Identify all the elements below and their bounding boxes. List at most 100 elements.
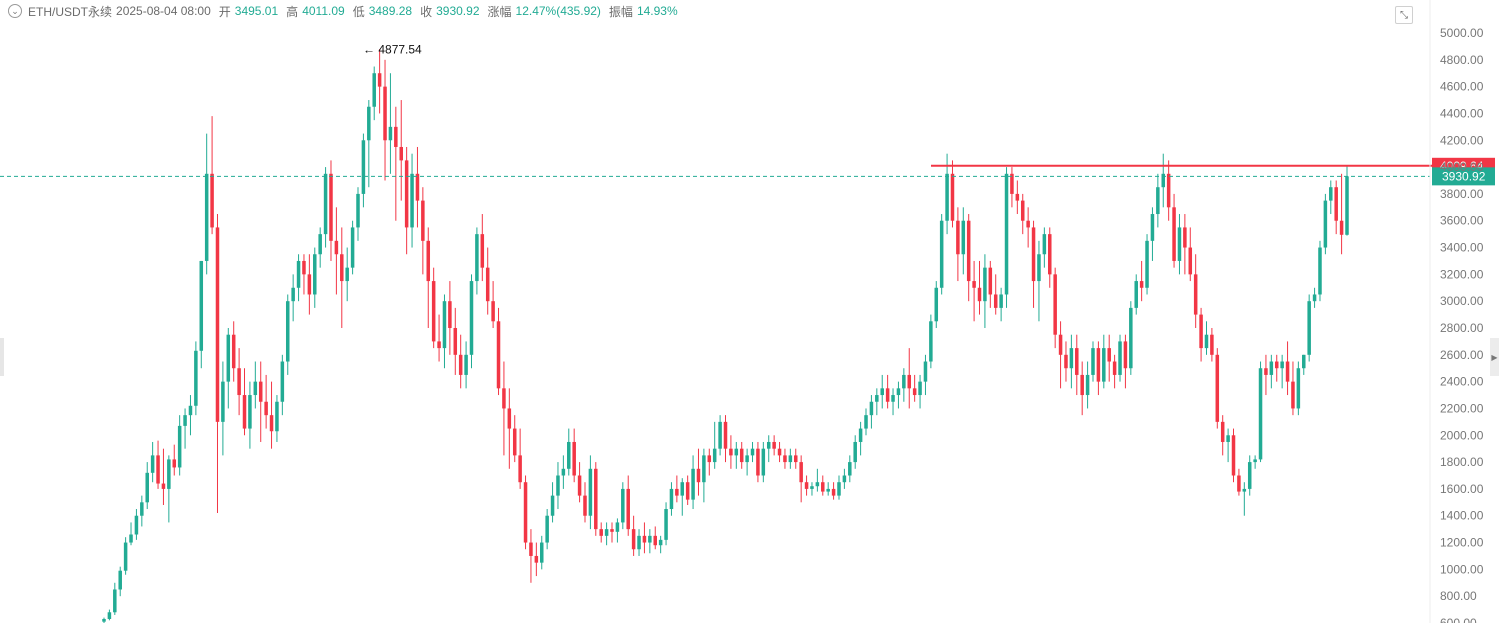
candle-body xyxy=(350,227,355,268)
candle xyxy=(221,361,225,456)
candle xyxy=(880,374,884,409)
candle-body xyxy=(891,395,895,402)
candle-body xyxy=(675,488,679,496)
candle-body xyxy=(1048,234,1052,275)
candle xyxy=(1193,254,1198,328)
candle-body xyxy=(1102,348,1106,382)
candle-body xyxy=(848,462,852,476)
candle-body xyxy=(588,468,593,516)
candle-body xyxy=(718,421,722,449)
candle-body xyxy=(745,455,749,463)
change-value: 12.47%(435.92) xyxy=(515,4,601,18)
candle-body xyxy=(496,321,501,389)
y-tick-label: 2800.00 xyxy=(1440,321,1484,335)
price-axis[interactable]: 5000.00 4800.00 4600.00 4400.00 4200.00 4000.… xyxy=(1429,0,1484,623)
candle xyxy=(772,435,776,456)
candle xyxy=(145,462,149,510)
candle-body xyxy=(1004,173,1009,295)
candle xyxy=(804,475,809,496)
candle-body xyxy=(334,240,339,255)
left-panel-handle[interactable] xyxy=(0,338,4,376)
close-value: 3930.92 xyxy=(436,4,480,18)
candle-body xyxy=(204,173,209,261)
candle xyxy=(361,133,366,208)
candle-body xyxy=(972,281,976,288)
candle-body xyxy=(1123,341,1128,369)
candle xyxy=(469,274,474,369)
candle-body xyxy=(1091,348,1095,375)
candle-body xyxy=(1193,274,1198,315)
candle xyxy=(610,522,614,543)
candle-body xyxy=(1042,234,1047,255)
candle xyxy=(437,314,441,362)
candle-body xyxy=(518,455,522,483)
y-tick-label: 2600.00 xyxy=(1440,348,1484,362)
candle xyxy=(129,522,133,546)
candle-body xyxy=(712,448,717,463)
candle xyxy=(826,482,830,496)
candle-body xyxy=(1139,281,1144,288)
candle xyxy=(891,388,895,416)
y-tick-label: 3000.00 xyxy=(1440,294,1484,308)
candle xyxy=(794,448,798,469)
candle-body xyxy=(523,482,528,543)
candle-body xyxy=(956,220,960,255)
y-tick-label: 600.00 xyxy=(1440,616,1477,623)
candle-body xyxy=(318,234,322,255)
candle-body xyxy=(1274,361,1279,369)
candle-body xyxy=(1015,193,1020,201)
candle-body xyxy=(691,468,695,500)
candle-body xyxy=(1134,281,1138,308)
candle xyxy=(1226,428,1230,463)
candle xyxy=(669,482,674,516)
candle-body xyxy=(183,415,187,426)
triangle-right-icon[interactable]: ▶ xyxy=(1490,338,1499,376)
candle xyxy=(1080,361,1084,416)
candle-body xyxy=(761,448,766,476)
candle-body xyxy=(545,515,549,543)
y-tick-label: 4600.00 xyxy=(1440,80,1484,94)
candle xyxy=(1329,180,1333,215)
chevron-circle-icon[interactable]: ⌄ xyxy=(8,4,22,18)
y-tick-label: 4000.00 xyxy=(1440,160,1484,174)
candle-body xyxy=(1031,227,1036,282)
candle-body xyxy=(983,267,987,302)
candle-body xyxy=(993,294,998,308)
candle xyxy=(739,441,744,469)
candle-body xyxy=(567,441,571,469)
candle xyxy=(567,428,571,476)
candle xyxy=(318,227,322,268)
candle xyxy=(1345,165,1349,236)
candle xyxy=(523,475,528,550)
candle-body xyxy=(707,455,712,463)
y-tick-label: 5000.00 xyxy=(1440,26,1484,40)
candle xyxy=(658,535,663,554)
candle xyxy=(545,509,549,550)
candle-body xyxy=(113,589,117,613)
candle xyxy=(680,478,685,516)
candle-body xyxy=(1226,435,1230,442)
candle xyxy=(113,582,117,615)
candle xyxy=(1134,274,1138,315)
candle-body xyxy=(426,240,431,282)
y-tick-label: 4400.00 xyxy=(1440,106,1484,120)
candle xyxy=(799,455,803,503)
candle xyxy=(1031,220,1036,308)
expand-corners-icon[interactable]: ⤡ xyxy=(1395,6,1413,24)
candle xyxy=(1339,173,1344,255)
candle xyxy=(183,408,187,449)
candle xyxy=(696,448,701,496)
candle xyxy=(388,73,393,174)
candle xyxy=(1037,240,1041,322)
candles-layer xyxy=(102,49,1349,623)
candle xyxy=(1269,354,1274,389)
candle-body xyxy=(248,395,252,429)
candle xyxy=(1334,180,1338,235)
ath-annotation: ← 4877.54 xyxy=(363,42,422,56)
candle xyxy=(356,187,360,241)
candle xyxy=(156,440,160,489)
candle xyxy=(1091,341,1095,382)
candle-body xyxy=(161,483,166,489)
candle-body xyxy=(729,448,733,456)
